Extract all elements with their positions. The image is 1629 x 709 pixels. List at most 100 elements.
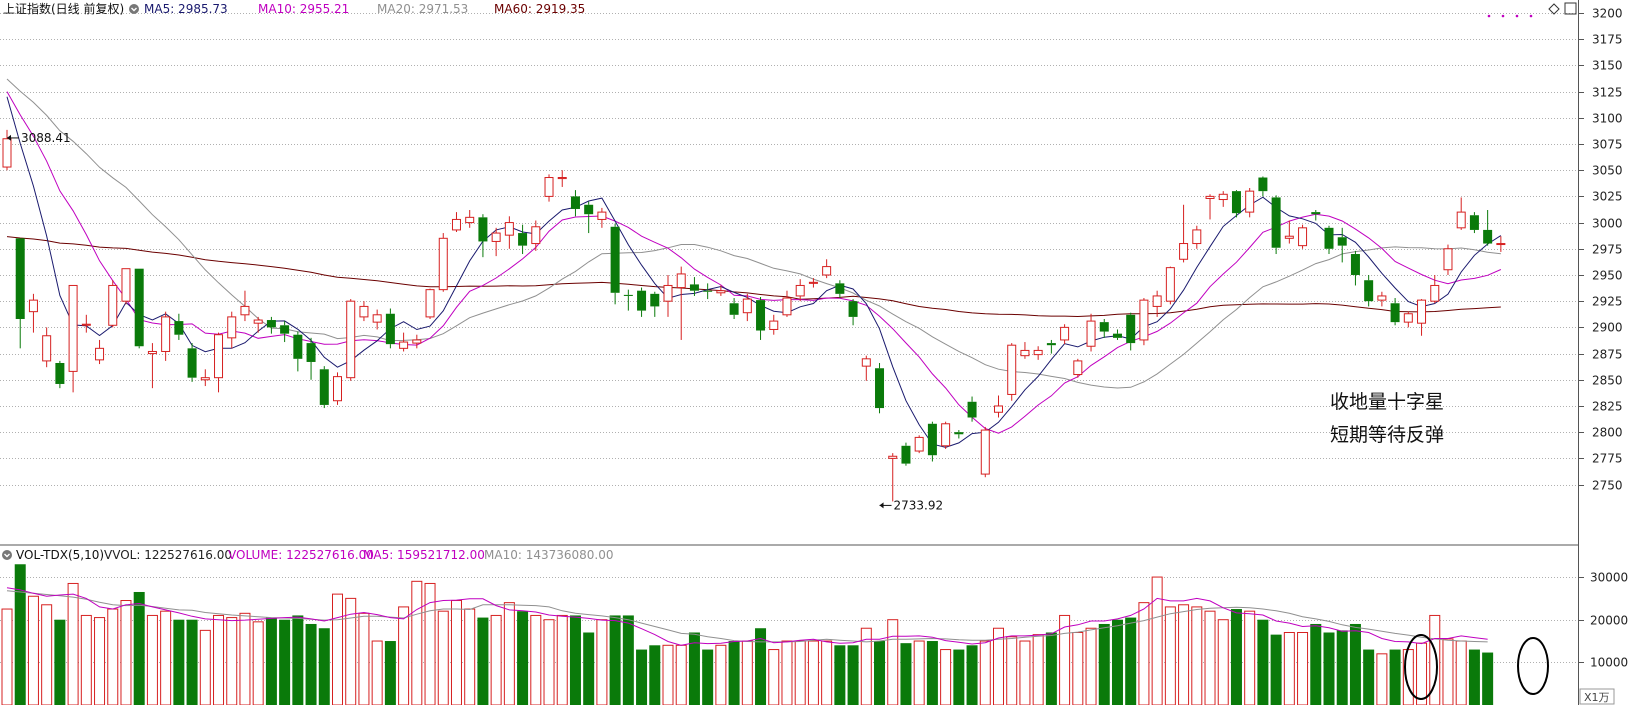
candle bbox=[967, 396, 977, 422]
volume-title: VOL-TDX(5,10) bbox=[16, 548, 104, 562]
price-tick-label: 3025 bbox=[1592, 190, 1623, 204]
candle-body-up bbox=[1245, 190, 1255, 213]
volume-bar-up bbox=[1178, 604, 1190, 706]
candle-body-down bbox=[266, 320, 276, 328]
volume-bar-up bbox=[1416, 642, 1428, 706]
volume-bar-down bbox=[133, 591, 145, 705]
candle-body-down bbox=[293, 334, 303, 359]
volume-bar-down bbox=[847, 645, 859, 705]
candle-body-up bbox=[1456, 211, 1466, 229]
candle-body-down bbox=[1483, 229, 1493, 244]
candle-body-down bbox=[954, 432, 964, 435]
dots-indicator bbox=[1487, 14, 1533, 18]
volume-bar-down bbox=[318, 628, 330, 705]
candle-body-up bbox=[994, 405, 1003, 413]
candle bbox=[1469, 212, 1479, 234]
candle bbox=[333, 372, 342, 405]
volume-bar-up bbox=[1244, 610, 1256, 706]
candle bbox=[451, 212, 461, 233]
candle bbox=[1364, 274, 1374, 307]
volume-axis: 10000 20000 30000 bbox=[1578, 571, 1628, 670]
candle bbox=[1403, 311, 1413, 328]
volume-bar-up bbox=[160, 610, 172, 706]
candle-body-down bbox=[610, 226, 620, 293]
candle-body-up bbox=[808, 281, 818, 284]
candle bbox=[108, 280, 118, 328]
candle bbox=[1007, 343, 1017, 401]
candle-body-up bbox=[1007, 344, 1017, 395]
highlight-ellipse bbox=[1517, 637, 1549, 695]
candle bbox=[214, 332, 224, 393]
volume-bar-down bbox=[622, 615, 634, 705]
price-tick-label: 2975 bbox=[1592, 243, 1623, 257]
ma5-line bbox=[6, 96, 1502, 448]
dropdown-icon[interactable] bbox=[129, 4, 139, 14]
volume-bar-up bbox=[596, 619, 608, 706]
volume-bar-down bbox=[1111, 619, 1123, 705]
volume-dropdown-icon[interactable] bbox=[2, 550, 12, 560]
candle bbox=[676, 266, 686, 340]
volume-bar-up bbox=[781, 640, 793, 706]
volume-bar-down bbox=[1125, 617, 1137, 705]
volume-bar-down bbox=[54, 619, 66, 705]
candle-body-up bbox=[1417, 299, 1427, 324]
candle-body-up bbox=[1377, 295, 1387, 301]
candle-body-down bbox=[1046, 343, 1056, 346]
candle bbox=[888, 453, 898, 502]
ma20-legend: MA20: 2971.53 bbox=[377, 2, 468, 16]
candle bbox=[81, 314, 91, 333]
window-toggle-icon[interactable] bbox=[1564, 2, 1577, 15]
candle-body-up bbox=[1165, 267, 1175, 302]
candle-body-up bbox=[888, 455, 898, 459]
candle bbox=[399, 332, 409, 352]
candle bbox=[941, 421, 951, 449]
volume-bar-up bbox=[464, 608, 476, 706]
annotation-line-2: 短期等待反弹 bbox=[1330, 424, 1444, 446]
candle bbox=[1496, 236, 1506, 252]
volume-bar-up bbox=[1164, 606, 1176, 706]
candle bbox=[2, 129, 12, 171]
volume-bar-up bbox=[226, 617, 238, 706]
candle bbox=[610, 223, 620, 305]
volume-ma5-line bbox=[6, 587, 1488, 646]
volume-bar-up bbox=[556, 614, 568, 706]
candle-body-up bbox=[914, 436, 924, 452]
candle-body-down bbox=[55, 363, 65, 384]
candle-body-down bbox=[518, 233, 528, 246]
candle-body-up bbox=[1073, 360, 1083, 376]
candle bbox=[174, 313, 184, 340]
candle-body-up bbox=[28, 299, 38, 313]
candle bbox=[121, 268, 131, 305]
candle-body-up bbox=[861, 358, 871, 367]
volume-bar-down bbox=[186, 619, 198, 705]
volume-bar-up bbox=[213, 614, 225, 706]
volume-tick-label: 20000 bbox=[1590, 614, 1628, 628]
candle-body-down bbox=[637, 290, 647, 311]
price-tick-label: 2875 bbox=[1592, 348, 1623, 362]
volume-bar-up bbox=[1283, 632, 1295, 706]
candle bbox=[1390, 298, 1400, 326]
volume-bar-up bbox=[1006, 636, 1018, 706]
volume-bar-up bbox=[913, 640, 925, 706]
candle-body-up bbox=[42, 335, 52, 362]
volume-bar-down bbox=[609, 615, 621, 705]
candle bbox=[1337, 227, 1347, 263]
volume-bar-down bbox=[1482, 652, 1494, 705]
price-tick-label: 2800 bbox=[1592, 426, 1623, 440]
candle-body-up bbox=[941, 423, 951, 447]
candle bbox=[875, 363, 885, 414]
candle bbox=[531, 220, 541, 251]
candle bbox=[1033, 346, 1043, 360]
candle bbox=[1377, 291, 1387, 307]
volume-bar-up bbox=[543, 619, 555, 706]
volume-bar-down bbox=[14, 564, 26, 705]
diamond-icon[interactable] bbox=[1548, 3, 1560, 15]
volume-bar-down bbox=[926, 641, 938, 705]
candle bbox=[914, 435, 924, 454]
candle-body-up bbox=[1298, 227, 1308, 247]
volume-unit: X1万 bbox=[1584, 691, 1610, 704]
candle-body-up bbox=[742, 298, 752, 314]
candle bbox=[1284, 220, 1294, 244]
candle bbox=[465, 210, 475, 228]
